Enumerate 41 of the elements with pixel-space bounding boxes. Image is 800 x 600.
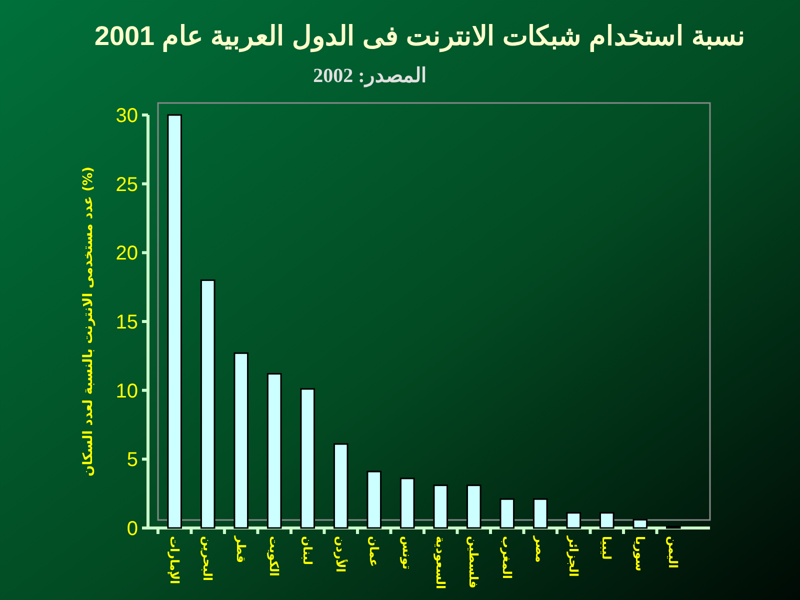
y-tick-label: 0 [126,518,138,540]
x-tick-label: سوريا [632,536,647,572]
x-tick-label: فلسطين [466,536,481,588]
x-tick-label: لبنان [300,536,314,566]
x-tick-label: قطر [234,535,248,564]
x-tick-label: السعودية [433,536,448,590]
chart-subtitle: المصدر: 2002 [313,65,427,88]
bar [333,443,348,529]
y-tick-label: 30 [116,105,138,127]
bar [300,388,316,529]
x-tick-label: البحرين [200,536,215,581]
bar [366,470,382,529]
bar [200,279,216,529]
x-tick-label: الجزائر [566,535,580,577]
bar [532,498,548,529]
x-tick-label: مصر [533,535,548,563]
bar [599,512,614,529]
x-tick-label: تونس [400,536,414,570]
x-tick-label: اليمن [666,536,680,568]
x-tick-label: ليبيا [600,536,614,560]
bar [400,478,415,529]
x-tick-label: الأردن [334,536,349,572]
x-tick-label: الكويت [267,536,282,576]
y-axis-title: عدد مستخدمى الانترنت بالنسبة لعدد السكان (%) [81,166,96,476]
bar [266,373,282,529]
y-tick-label: 25 [116,174,138,196]
bar [466,484,482,529]
x-tick-label: عمان [366,536,381,567]
bar [566,512,582,529]
y-tick-label: 15 [116,312,138,334]
bar [632,518,648,529]
x-tick-label: المغرب [500,536,514,579]
y-tick-label: 10 [116,380,138,402]
x-tick-label: الإمارات [167,536,182,584]
chart-title: نسبة استخدام شبكات الانترنت فى الدول العربية عام 2001 [94,21,746,53]
bar [500,498,515,529]
y-tick-label: 20 [116,242,138,265]
bar [234,352,249,529]
bar [167,114,182,529]
bar [433,484,448,529]
y-tick-label: 5 [126,449,138,472]
